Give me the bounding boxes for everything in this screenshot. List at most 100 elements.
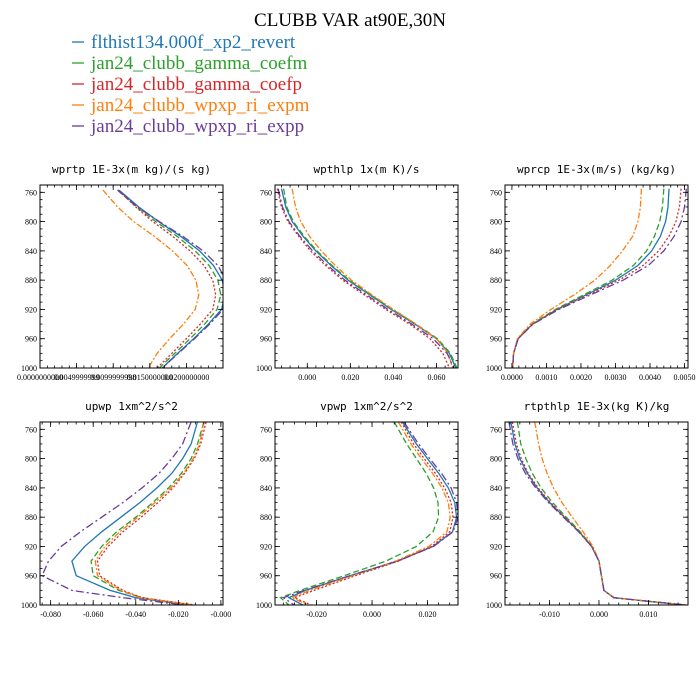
panel-grid: wprtp 1E-3x(m kg)/(s kg) 760 800 840 880 920 9…: [17, 163, 696, 619]
chart-panel: vpwp 1xm^2/s^2 760 800 840 880 920 960 1000 -0.0…: [256, 400, 459, 619]
x-tick-label: 0.0050: [674, 373, 696, 382]
chart-panel: wprtp 1E-3x(m kg)/(s kg) 760 800 840 880 920 9…: [17, 163, 224, 382]
plot-frame: [504, 421, 689, 606]
y-tick-label: 760: [260, 425, 272, 434]
legend-item: jan24_clubb_wpxp_ri_expm: [72, 95, 310, 116]
series-group: [279, 422, 458, 605]
chart-panel: upwp 1xm^2/s^27608008408809209601000-0.0…: [21, 400, 231, 619]
x-tick-label: 0.060: [427, 373, 445, 382]
series-line: [117, 189, 217, 368]
x-tick-label: 0.0030: [604, 373, 626, 382]
plot-frame: [504, 184, 689, 369]
series-line: [511, 422, 686, 605]
series-line: [511, 188, 643, 368]
legend-label: jan24_clubb_gamma_coefp: [90, 74, 302, 95]
series-line: [510, 422, 686, 605]
x-tick-label: -0.060: [83, 610, 104, 619]
panel-title: upwp 1xm^2/s^2: [85, 400, 178, 413]
x-tick-label: -0.080: [40, 610, 61, 619]
y-tick-label: 800: [25, 218, 37, 227]
x-tick-label: -0.040: [125, 610, 146, 619]
y-tick-label: 880: [260, 513, 272, 522]
chart-panel: wprcp 1E-3x(m/s) (kg/kg) 760 800 840 880 920 9…: [486, 163, 696, 382]
y-tick-label: 800: [260, 218, 272, 227]
y-tick-label: 800: [25, 455, 37, 464]
series-group: [508, 422, 686, 605]
panel-title: wprtp 1E-3x(m kg)/(s kg): [52, 163, 211, 176]
x-tick-label: 0.0099999998: [90, 373, 136, 382]
x-tick-label: -0.020: [168, 610, 189, 619]
x-tick-label: 0.0150000000: [127, 373, 173, 382]
y-tick-label: 920: [490, 305, 502, 314]
panel-title: rtpthlp 1E-3x(kg K)/kg: [524, 400, 670, 413]
x-tick-label: 0.000: [298, 373, 316, 382]
series-line: [90, 422, 205, 605]
panel-title: wpthlp 1x(m K)/s: [314, 163, 420, 176]
series-line: [508, 422, 686, 605]
y-tick-label: 920: [260, 542, 272, 551]
series-line: [117, 189, 223, 368]
x-tick-label: 0.0020: [570, 373, 592, 382]
y-tick-label: 880: [490, 513, 502, 522]
series-group: [511, 188, 687, 368]
legend-label: jan24_clubb_gamma_coefm: [90, 53, 308, 74]
x-tick-label: -0.010: [539, 610, 560, 619]
x-tick-label: 0.0200000000: [163, 373, 209, 382]
series-line: [287, 422, 458, 605]
y-tick-label: 840: [25, 484, 37, 493]
x-tick-label: 0.0040: [639, 373, 661, 382]
y-tick-label: 1000: [256, 364, 272, 373]
x-tick-label: 0.0000: [501, 373, 523, 382]
series-line: [511, 188, 670, 368]
x-tick-label: 0.020: [341, 373, 359, 382]
x-tick-label: 0.040: [384, 373, 402, 382]
series-group: [276, 188, 458, 368]
y-tick-label: 960: [25, 335, 37, 344]
y-tick-label: 760: [490, 425, 502, 434]
series-line: [118, 189, 223, 368]
y-tick-label: 920: [490, 542, 502, 551]
series-line: [280, 188, 457, 368]
chart-panel: rtpthlp 1E-3x(kg K)/kg 760 800 840 880 920 960…: [486, 400, 689, 619]
chart-panel: wpthlp 1x(m K)/s 760 800 840 880 920 960 1000 0.…: [256, 163, 459, 382]
y-tick-label: 960: [25, 572, 37, 581]
x-tick-label: 0.010: [639, 610, 657, 619]
legend: flthist134.000f_xp2_revert jan24_clubb_g…: [72, 32, 310, 137]
plot-frame: [274, 421, 459, 606]
x-tick-label: -0.020: [306, 610, 327, 619]
y-tick-label: 840: [25, 247, 37, 256]
plot-frame: [274, 184, 459, 369]
series-line: [281, 422, 458, 605]
series-group: [41, 422, 207, 605]
x-tick-label: 0.020: [419, 610, 437, 619]
y-tick-label: 960: [490, 335, 502, 344]
y-tick-label: 1000: [486, 601, 502, 610]
y-tick-label: 760: [490, 188, 502, 197]
series-line: [71, 422, 199, 605]
legend-label: jan24_clubb_wpxp_ri_expm: [90, 95, 310, 116]
x-tick-label: -0.000: [211, 610, 232, 619]
y-tick-label: 800: [260, 455, 272, 464]
y-tick-label: 960: [260, 335, 272, 344]
legend-item: flthist134.000f_xp2_revert: [72, 32, 296, 53]
y-tick-label: 840: [260, 484, 272, 493]
series-line: [291, 188, 454, 368]
y-tick-label: 760: [25, 188, 37, 197]
series-line: [534, 422, 686, 605]
legend-item: jan24_clubb_gamma_coefm: [72, 53, 308, 74]
series-line: [289, 422, 451, 605]
panel-title: wprcp 1E-3x(m/s) (kg/kg): [517, 163, 676, 176]
y-tick-label: 1000: [256, 601, 272, 610]
plot-frame: [39, 421, 224, 606]
y-tick-label: 920: [25, 542, 37, 551]
series-line: [511, 188, 687, 368]
series-line: [41, 422, 192, 605]
legend-item: jan24_clubb_gamma_coefp: [72, 74, 302, 95]
series-line: [117, 189, 222, 368]
y-tick-label: 800: [490, 455, 502, 464]
series-line: [292, 422, 454, 605]
x-tick-label: 0.000: [363, 610, 381, 619]
y-tick-label: 1000: [21, 601, 37, 610]
legend-label: flthist134.000f_xp2_revert: [91, 32, 296, 53]
plot-frame: [39, 184, 224, 369]
